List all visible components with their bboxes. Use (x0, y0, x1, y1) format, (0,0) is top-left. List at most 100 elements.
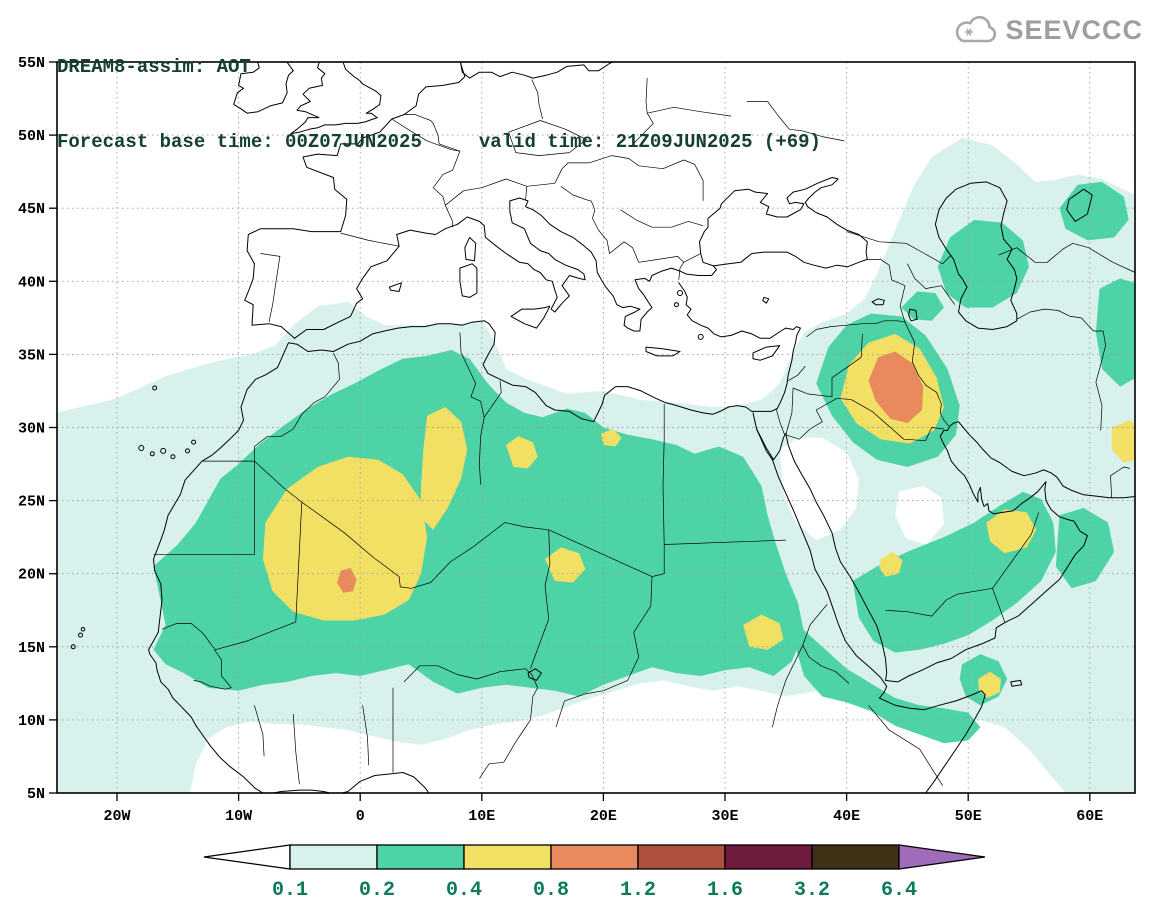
lat-tick-label: 30N (18, 421, 45, 438)
water-body-outline (510, 305, 551, 329)
coastline (244, 62, 466, 339)
island (138, 445, 145, 451)
island (78, 632, 83, 638)
country-border (1110, 466, 1130, 498)
water-body-outline (762, 296, 770, 304)
island (149, 451, 155, 457)
seevccc-logo: SEEVCCC (952, 14, 1143, 46)
lon-tick-label: 50E (955, 808, 982, 825)
country-border (868, 705, 943, 786)
colorbar-arrow-right (898, 844, 986, 870)
lat-tick-label: 5N (27, 786, 45, 803)
country-border (785, 387, 794, 435)
page-title: DREAM8-assim: AOT (57, 56, 251, 78)
coastline (294, 197, 717, 339)
water-body-outline (459, 263, 478, 298)
country-border (664, 539, 786, 545)
country-border (479, 687, 539, 779)
country-border (260, 253, 281, 323)
coastline (756, 428, 986, 793)
country-border (846, 231, 952, 265)
aot-04-08-region (421, 407, 468, 530)
country-border (775, 408, 785, 435)
country-border (992, 512, 1040, 589)
lat-tick-label: 50N (18, 128, 45, 145)
country-border (555, 680, 628, 728)
header: DREAM8-assim: AOT Forecast base time: 00… (57, 5, 821, 205)
logo-text: SEEVCCC (1005, 14, 1143, 45)
water-body-outline (934, 181, 1018, 330)
colorbar-label: 1.6 (707, 879, 743, 902)
colorbar-segment (376, 844, 465, 870)
country-border (483, 380, 502, 418)
water-body-outline (464, 236, 477, 262)
colorbar-segment (724, 844, 813, 870)
water-body-outline (699, 177, 868, 269)
aot-02-04-region (1059, 181, 1129, 241)
coastline (752, 412, 1135, 683)
country-border (254, 352, 340, 462)
aot-08-12-region (337, 567, 357, 593)
island (160, 447, 167, 454)
island (70, 644, 76, 650)
coastline (148, 282, 801, 793)
colorbar-segment (811, 844, 900, 870)
island (80, 627, 86, 632)
aot-04-08-region (1111, 420, 1135, 463)
island (170, 454, 176, 460)
country-border (683, 159, 704, 201)
country-border (508, 120, 587, 156)
country-border (391, 118, 461, 228)
lon-tick-label: 20E (590, 808, 617, 825)
colorbar-label: 6.4 (881, 879, 917, 902)
colorbar-segment (289, 844, 378, 870)
country-border (899, 285, 906, 323)
country-border (445, 178, 528, 206)
aot-04-08-region (262, 456, 428, 621)
colorbar-label: 3.2 (794, 879, 830, 902)
country-border (802, 604, 828, 646)
country-border (530, 529, 551, 669)
country-border (292, 714, 300, 785)
lat-tick-label: 35N (18, 347, 45, 364)
aot-04-08-region (506, 436, 538, 469)
country-border (459, 332, 485, 485)
aot-04-08-region (601, 429, 622, 447)
colorbar-label: 0.2 (359, 879, 395, 902)
water-body-outline (1010, 679, 1023, 687)
lat-tick-label: 10N (18, 713, 45, 730)
country-border (1095, 330, 1106, 431)
colorbar-segment (463, 844, 552, 870)
country-border (647, 106, 732, 117)
aot-04-08-region (743, 614, 784, 650)
country-border (629, 78, 654, 148)
country-border (215, 502, 303, 651)
aot-02-04-region (795, 624, 981, 744)
coastline (290, 62, 326, 135)
cloud-icon (956, 15, 997, 43)
aot-04-08-region (986, 509, 1037, 554)
country-border (678, 262, 684, 280)
country-border (620, 209, 704, 228)
country-border (651, 404, 665, 577)
aot-02-04-region (901, 291, 944, 321)
water-body-outline (388, 282, 402, 292)
country-border (907, 263, 956, 305)
forecast-time-line: Forecast base time: 00Z07JUN2025 valid t… (57, 131, 821, 153)
lat-tick-label: 40N (18, 274, 45, 291)
country-border (746, 101, 845, 142)
country-border (193, 649, 232, 690)
aot-02-04-region (1095, 278, 1135, 387)
lat-tick-label: 15N (18, 640, 45, 657)
country-border (904, 322, 949, 427)
country-border (548, 529, 653, 577)
water-body-outline (752, 345, 781, 361)
country-border (867, 259, 906, 287)
colorbar-arrow-left (203, 844, 291, 870)
lon-tick-label: 30E (711, 808, 738, 825)
colorbar-label: 0.1 (272, 879, 308, 902)
aot-04-08-region (545, 547, 586, 583)
island (677, 290, 683, 296)
